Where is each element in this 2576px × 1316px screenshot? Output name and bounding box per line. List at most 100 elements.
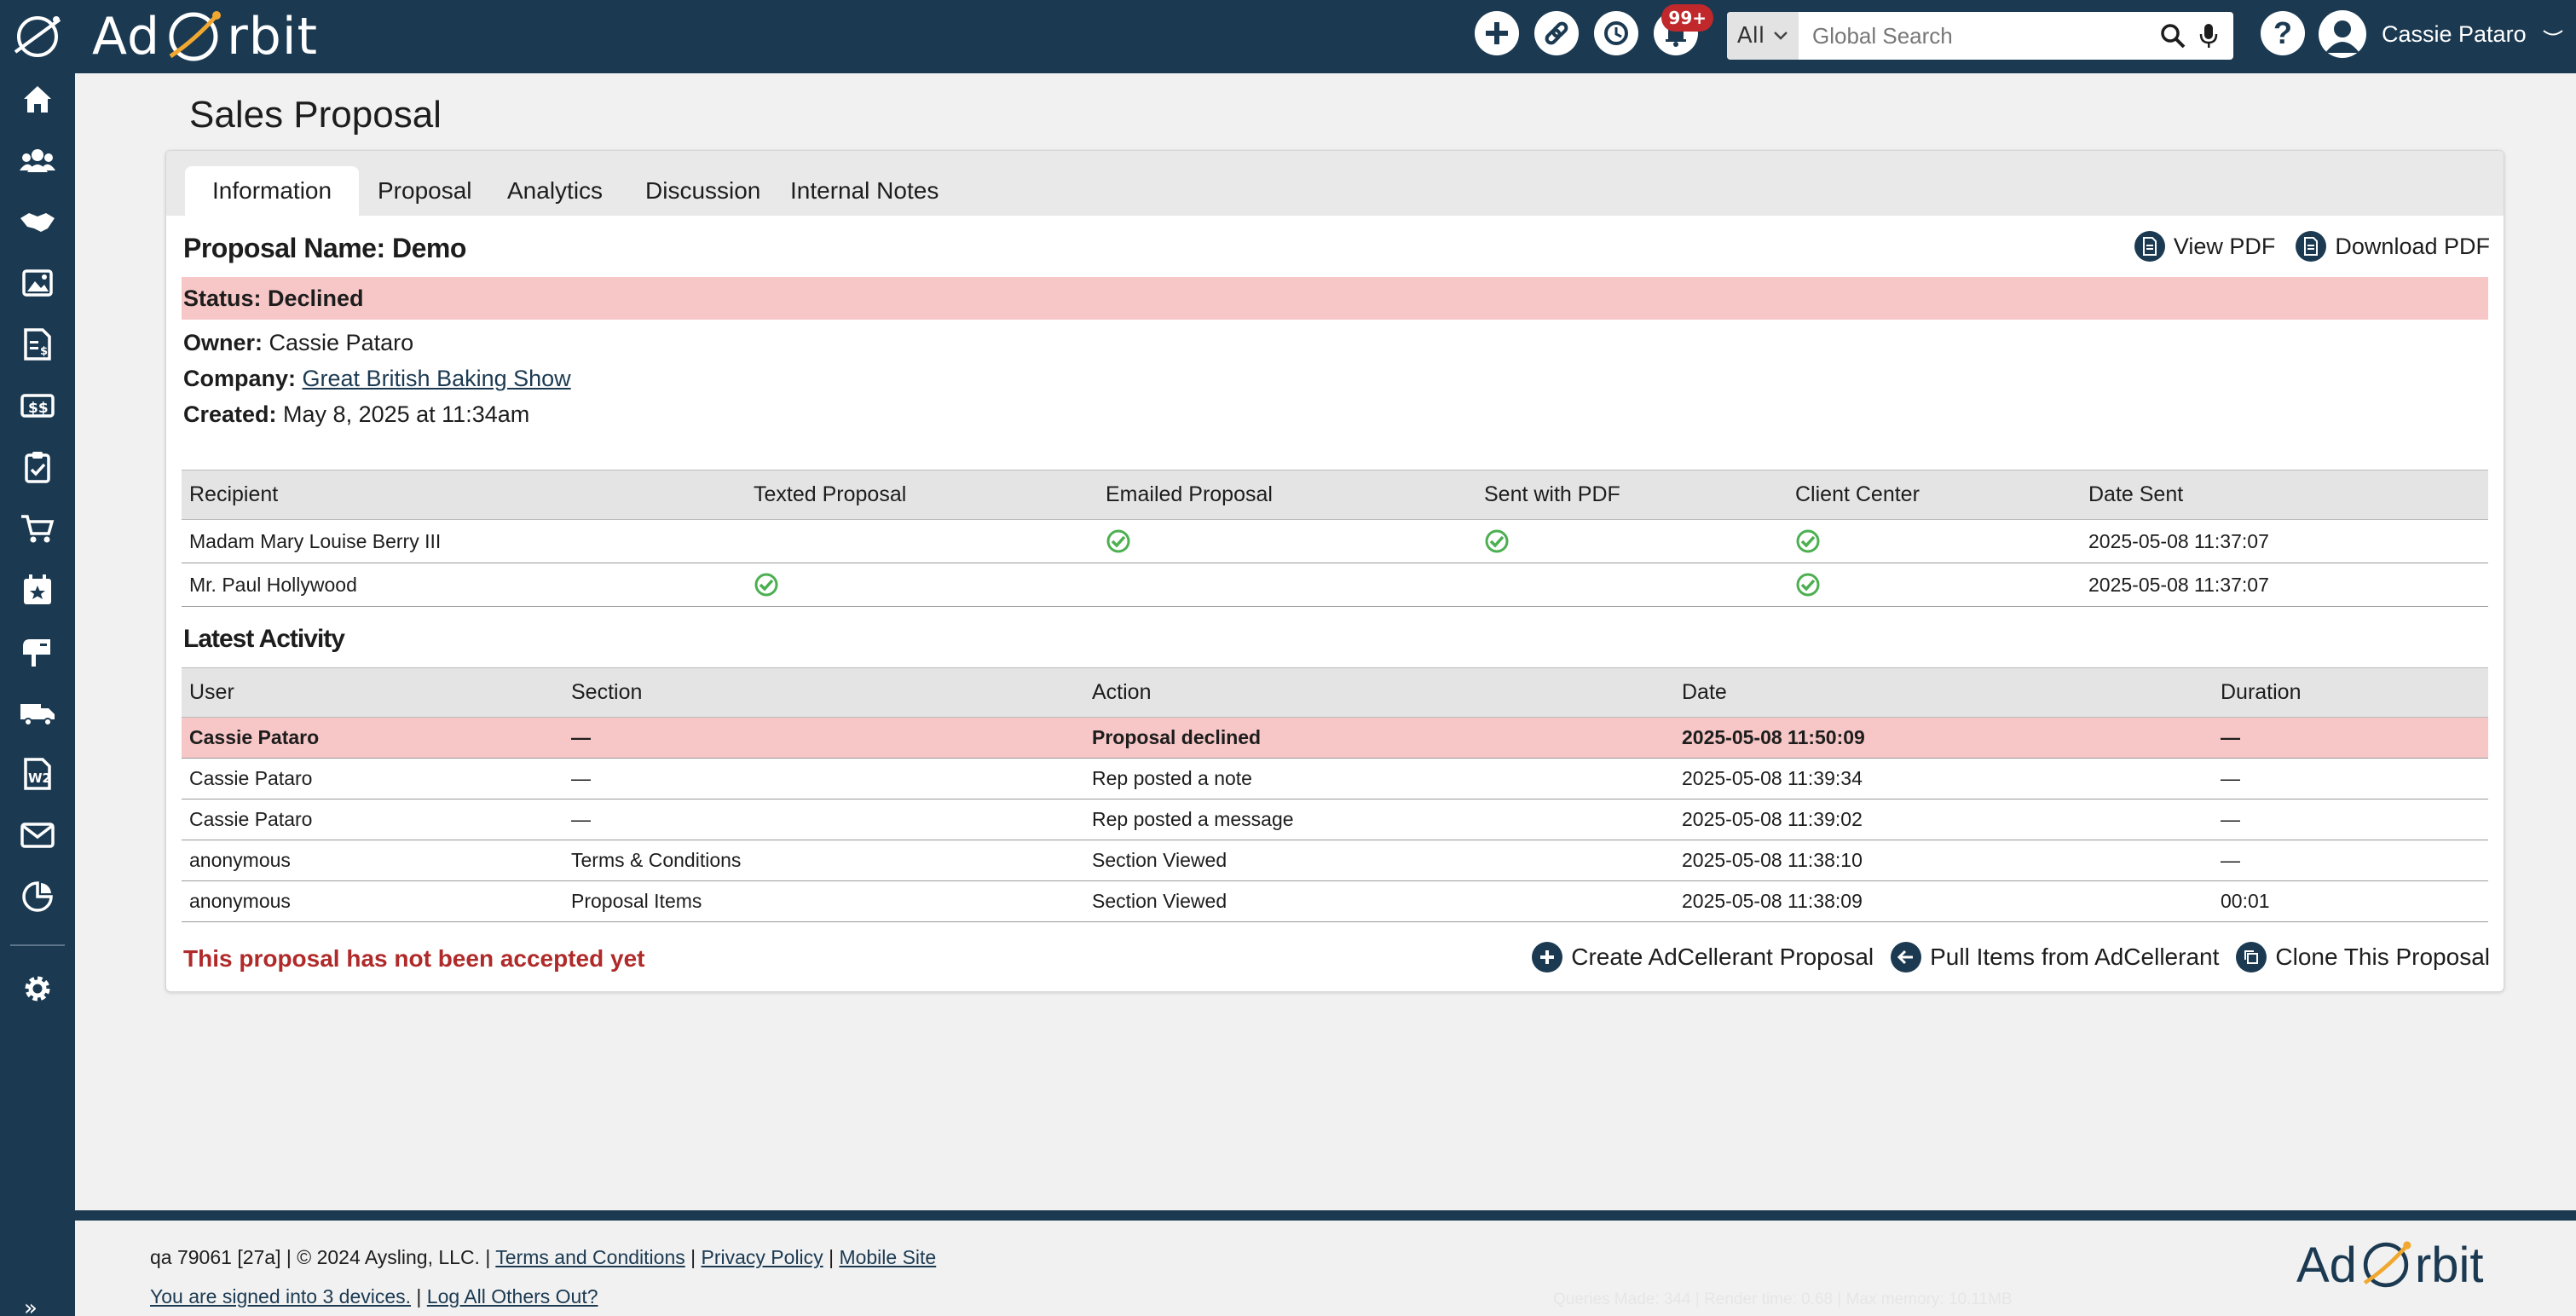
proposal-actions: Create AdCellerant Proposal Pull Items f… — [1532, 942, 2490, 973]
company-line: Company: Great British Baking Show — [183, 366, 571, 392]
sidebar-divider — [10, 944, 65, 946]
page-title: Sales Proposal — [189, 94, 442, 136]
pull-label: Pull Items from AdCellerant — [1930, 944, 2220, 970]
sidebar-item-settings[interactable] — [0, 963, 75, 1014]
tab-internal-notes[interactable]: Internal Notes — [790, 177, 939, 204]
emailed-cell — [1098, 519, 1476, 563]
link-icon — [1545, 21, 1568, 45]
mail-icon — [20, 822, 55, 848]
sidebar-item-tasks[interactable] — [0, 442, 75, 493]
search-icon[interactable] — [2160, 23, 2186, 49]
sidebar-item-invoices[interactable]: $ — [0, 319, 75, 370]
avatar — [2319, 10, 2366, 58]
activity-section: Terms & Conditions — [563, 840, 1084, 881]
signed-in-devices-link[interactable]: You are signed into 3 devices. — [150, 1285, 412, 1307]
sidebar: $ $$ W2 — [0, 73, 75, 1316]
sidebar-item-deals[interactable] — [0, 196, 75, 247]
history-button[interactable] — [1594, 11, 1638, 55]
search-input[interactable] — [1799, 12, 2160, 60]
activity-duration: — — [2213, 758, 2488, 799]
column-header: Date Sent — [2081, 470, 2488, 520]
privacy-link[interactable]: Privacy Policy — [701, 1246, 823, 1268]
mobile-site-link[interactable]: Mobile Site — [839, 1246, 937, 1268]
column-header: Section — [563, 667, 1084, 718]
create-adcellerant-proposal-button[interactable]: Create AdCellerant Proposal — [1532, 942, 1874, 973]
question-icon: ? — [2273, 15, 2292, 50]
svg-text:$$: $$ — [28, 400, 49, 417]
help-button[interactable]: ? — [2261, 11, 2305, 55]
user-menu[interactable]: Cassie Pataro — [2319, 10, 2564, 58]
sent-pdf-cell — [1476, 519, 1788, 563]
sidebar-item-home[interactable] — [0, 73, 75, 124]
recipients-header-row: Recipient Texted Proposal Emailed Propos… — [182, 470, 2488, 520]
microphone-icon[interactable] — [2199, 23, 2218, 49]
activity-table: User Section Action Date Duration Cassie… — [182, 667, 2488, 922]
activity-section: — — [563, 717, 1084, 759]
column-header: Texted Proposal — [746, 470, 1098, 520]
sidebar-item-tax-forms[interactable]: W2 — [0, 748, 75, 799]
footer: qa 79061 [27a] | © 2024 Aysling, LLC. | … — [75, 1210, 2576, 1316]
activity-row: Cassie Pataro — Proposal declined 2025-05-0… — [182, 717, 2488, 759]
tab-information[interactable]: Information — [185, 166, 360, 216]
pdf-actions: View PDF Download PDF — [2134, 231, 2490, 262]
tab-proposal[interactable]: Proposal — [378, 177, 472, 204]
created-line: Created: May 8, 2025 at 11:34am — [183, 401, 529, 428]
app-logo[interactable]: Ad rbit — [92, 5, 318, 68]
activity-row: Cassie Pataro — Rep posted a note 2025-05-0… — [182, 758, 2488, 799]
links-button[interactable] — [1534, 11, 1579, 55]
add-button[interactable] — [1475, 11, 1519, 55]
column-header: Sent with PDF — [1476, 470, 1788, 520]
owner-value: Cassie Pataro — [269, 330, 414, 355]
emailed-cell — [1098, 563, 1476, 607]
reports-icon — [22, 881, 53, 912]
sidebar-item-reports[interactable] — [0, 871, 75, 922]
orbit-logo-icon[interactable] — [0, 0, 75, 73]
sidebar-item-orders[interactable] — [0, 503, 75, 554]
tab-analytics[interactable]: Analytics — [507, 177, 604, 204]
debug-info: Queries Made: 344 | Render time: 0.68 | … — [1553, 1290, 2013, 1308]
activity-date: 2025-05-08 11:50:09 — [1674, 717, 2213, 759]
activity-action: Section Viewed — [1084, 880, 1674, 922]
activity-action: Rep posted a message — [1084, 799, 1674, 840]
sidebar-item-media[interactable] — [0, 257, 75, 309]
clone-proposal-button[interactable]: Clone This Proposal — [2236, 942, 2490, 973]
pull-items-button[interactable]: Pull Items from AdCellerant — [1891, 942, 2219, 973]
company-link[interactable]: Great British Baking Show — [302, 366, 571, 391]
plus-circle-icon — [1532, 942, 1563, 973]
sidebar-item-delivery[interactable] — [0, 687, 75, 738]
terms-link[interactable]: Terms and Conditions — [495, 1246, 685, 1268]
sidebar-item-billing[interactable]: $$ — [0, 380, 75, 431]
plus-icon — [1486, 22, 1508, 44]
tab-bar: Information Proposal Analytics Discussio… — [166, 151, 2504, 216]
activity-section: — — [563, 758, 1084, 799]
log-others-out-link[interactable]: Log All Others Out? — [426, 1285, 598, 1307]
check-circle-icon — [1795, 528, 1821, 554]
expand-sidebar-icon[interactable]: » — [24, 1296, 38, 1316]
search-scope-select[interactable]: All — [1727, 12, 1799, 60]
activity-user: anonymous — [182, 880, 563, 922]
activity-section: — — [563, 799, 1084, 840]
activity-section: Proposal Items — [563, 880, 1084, 922]
texted-cell — [746, 519, 1098, 563]
sidebar-item-email[interactable] — [0, 810, 75, 861]
tasks-icon — [25, 452, 50, 483]
view-pdf-button[interactable]: View PDF — [2134, 231, 2275, 262]
column-header: Duration — [2213, 667, 2488, 718]
billing-icon: $$ — [20, 394, 55, 418]
download-pdf-button[interactable]: Download PDF — [2296, 231, 2490, 262]
activity-date: 2025-05-08 11:39:34 — [1674, 758, 2213, 799]
activity-duration: — — [2213, 840, 2488, 881]
activity-user: Cassie Pataro — [182, 758, 563, 799]
sidebar-item-contacts[interactable] — [0, 135, 75, 186]
svg-text:$: $ — [40, 345, 48, 358]
notifications-button[interactable]: 99+ — [1654, 4, 1713, 55]
sidebar-item-events[interactable] — [0, 564, 75, 615]
status-banner: Status: Declined — [182, 277, 2488, 320]
mailbox-icon — [23, 639, 50, 667]
settings-icon — [25, 976, 50, 1001]
client-center-cell — [1788, 519, 2081, 563]
delivery-icon — [20, 704, 55, 726]
sidebar-item-mailbox[interactable] — [0, 626, 75, 677]
tab-discussion[interactable]: Discussion — [645, 177, 761, 204]
footer-logo-text-rbit: rbit — [2414, 1237, 2484, 1293]
